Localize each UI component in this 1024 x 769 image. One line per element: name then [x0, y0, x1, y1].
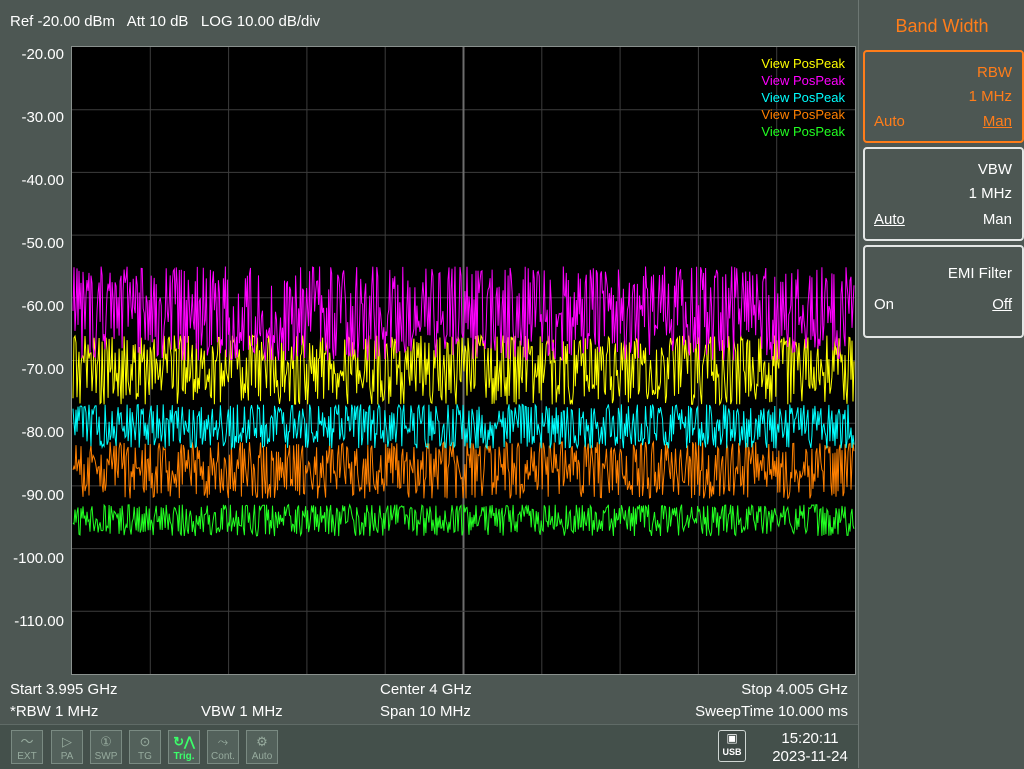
- swp-label: SWP: [94, 751, 118, 762]
- span-readout: Span 10 MHz: [380, 703, 471, 720]
- clock-time: 15:20:11: [781, 730, 839, 747]
- rbw-auto-option[interactable]: Auto: [874, 113, 905, 130]
- emi-off-option[interactable]: Off: [992, 296, 1012, 313]
- rbw-title: RBW: [977, 64, 1012, 81]
- legend-trace-3: View PosPeak: [761, 90, 845, 105]
- sweep-time-readout: SweepTime 10.000 ms: [695, 703, 848, 720]
- trig-icon[interactable]: ↻⋀ Trig.: [168, 730, 200, 764]
- auto-glyph: ⚙: [256, 734, 268, 749]
- auto-label: Auto: [251, 751, 273, 762]
- y-tick-label: -110.00: [14, 613, 64, 630]
- trace-5: [72, 503, 855, 538]
- usb-label: USB: [722, 747, 742, 757]
- clock-date: 2023-11-24: [772, 748, 848, 765]
- pa-glyph: ▷: [62, 734, 72, 749]
- usb-icon: ▣ USB: [718, 730, 746, 762]
- rbw-man-option[interactable]: Man: [982, 113, 1012, 130]
- emi-filter-title: EMI Filter: [947, 265, 1012, 282]
- swp-icon[interactable]: ① SWP: [90, 730, 122, 764]
- menu-title: Band Width: [895, 16, 989, 36]
- tg-icon[interactable]: ⊙ TG: [129, 730, 161, 764]
- vbw-readout: VBW 1 MHz: [201, 703, 283, 720]
- spectrum-svg: [72, 47, 855, 674]
- y-tick-label: -20.00: [21, 46, 64, 63]
- stop-frequency: Stop 4.005 GHz: [741, 681, 848, 698]
- vbw-softkey[interactable]: VBW 1 MHz Auto Man: [863, 147, 1024, 241]
- y-tick-label: -100.00: [13, 550, 64, 567]
- y-tick-label: -80.00: [21, 424, 64, 441]
- start-frequency: Start 3.995 GHz: [10, 681, 118, 698]
- vbw-value: 1 MHz: [968, 185, 1012, 202]
- swp-glyph: ①: [100, 734, 112, 749]
- center-frequency: Center 4 GHz: [380, 681, 472, 698]
- legend-trace-5: View PosPeak: [761, 124, 845, 139]
- trace-2: [72, 266, 855, 361]
- reference-status: Ref -20.00 dBm Att 10 dB LOG 10.00 dB/di…: [10, 13, 321, 30]
- legend-trace-2: View PosPeak: [761, 73, 845, 88]
- ext-glyph: 〜: [20, 734, 34, 749]
- y-tick-label: -60.00: [21, 298, 64, 315]
- rbw-value: 1 MHz: [968, 88, 1012, 105]
- ext-label: EXT: [17, 751, 37, 762]
- usb-glyph: ▣: [726, 731, 738, 745]
- softkey-menu: Band Width RBW 1 MHz Auto Man VBW 1 MHz …: [858, 0, 1024, 768]
- vbw-man-option[interactable]: Man: [982, 211, 1012, 228]
- spectrum-plot[interactable]: View PosPeak View PosPeak View PosPeak V…: [71, 46, 856, 675]
- trig-label: Trig.: [173, 751, 195, 762]
- cont-label: Cont.: [211, 751, 235, 762]
- trace-1: [72, 334, 855, 407]
- ext-icon[interactable]: 〜 EXT: [11, 730, 43, 764]
- pa-label: PA: [60, 751, 74, 762]
- y-tick-label: -90.00: [21, 487, 64, 504]
- vbw-title: VBW: [977, 161, 1012, 178]
- trace-4: [72, 440, 855, 500]
- rbw-softkey[interactable]: RBW 1 MHz Auto Man: [863, 50, 1024, 143]
- rbw-readout: *RBW 1 MHz: [10, 703, 99, 720]
- y-tick-label: -70.00: [21, 361, 64, 378]
- auto-icon[interactable]: ⚙ Auto: [246, 730, 278, 764]
- emi-filter-softkey[interactable]: EMI Filter On Off: [863, 245, 1024, 338]
- trace-3: [72, 403, 855, 451]
- emi-on-option[interactable]: On: [874, 296, 895, 313]
- pa-icon[interactable]: ▷ PA: [51, 730, 83, 764]
- y-tick-label: -30.00: [21, 109, 64, 126]
- legend-trace-4: View PosPeak: [761, 107, 845, 122]
- status-bar: 〜 EXT ▷ PA ① SWP ⊙ TG ↻⋀ Trig. ⤳ Cont. ⚙ Auto: [0, 724, 858, 769]
- trig-glyph: ↻⋀: [173, 734, 195, 749]
- cont-icon[interactable]: ⤳ Cont.: [207, 730, 239, 764]
- tg-label: TG: [138, 751, 152, 762]
- tg-glyph: ⊙: [139, 734, 151, 749]
- legend-trace-1: View PosPeak: [761, 56, 845, 71]
- vbw-auto-option[interactable]: Auto: [874, 211, 905, 228]
- cont-glyph: ⤳: [217, 734, 229, 749]
- y-tick-label: -50.00: [21, 235, 64, 252]
- y-tick-label: -40.00: [21, 172, 64, 189]
